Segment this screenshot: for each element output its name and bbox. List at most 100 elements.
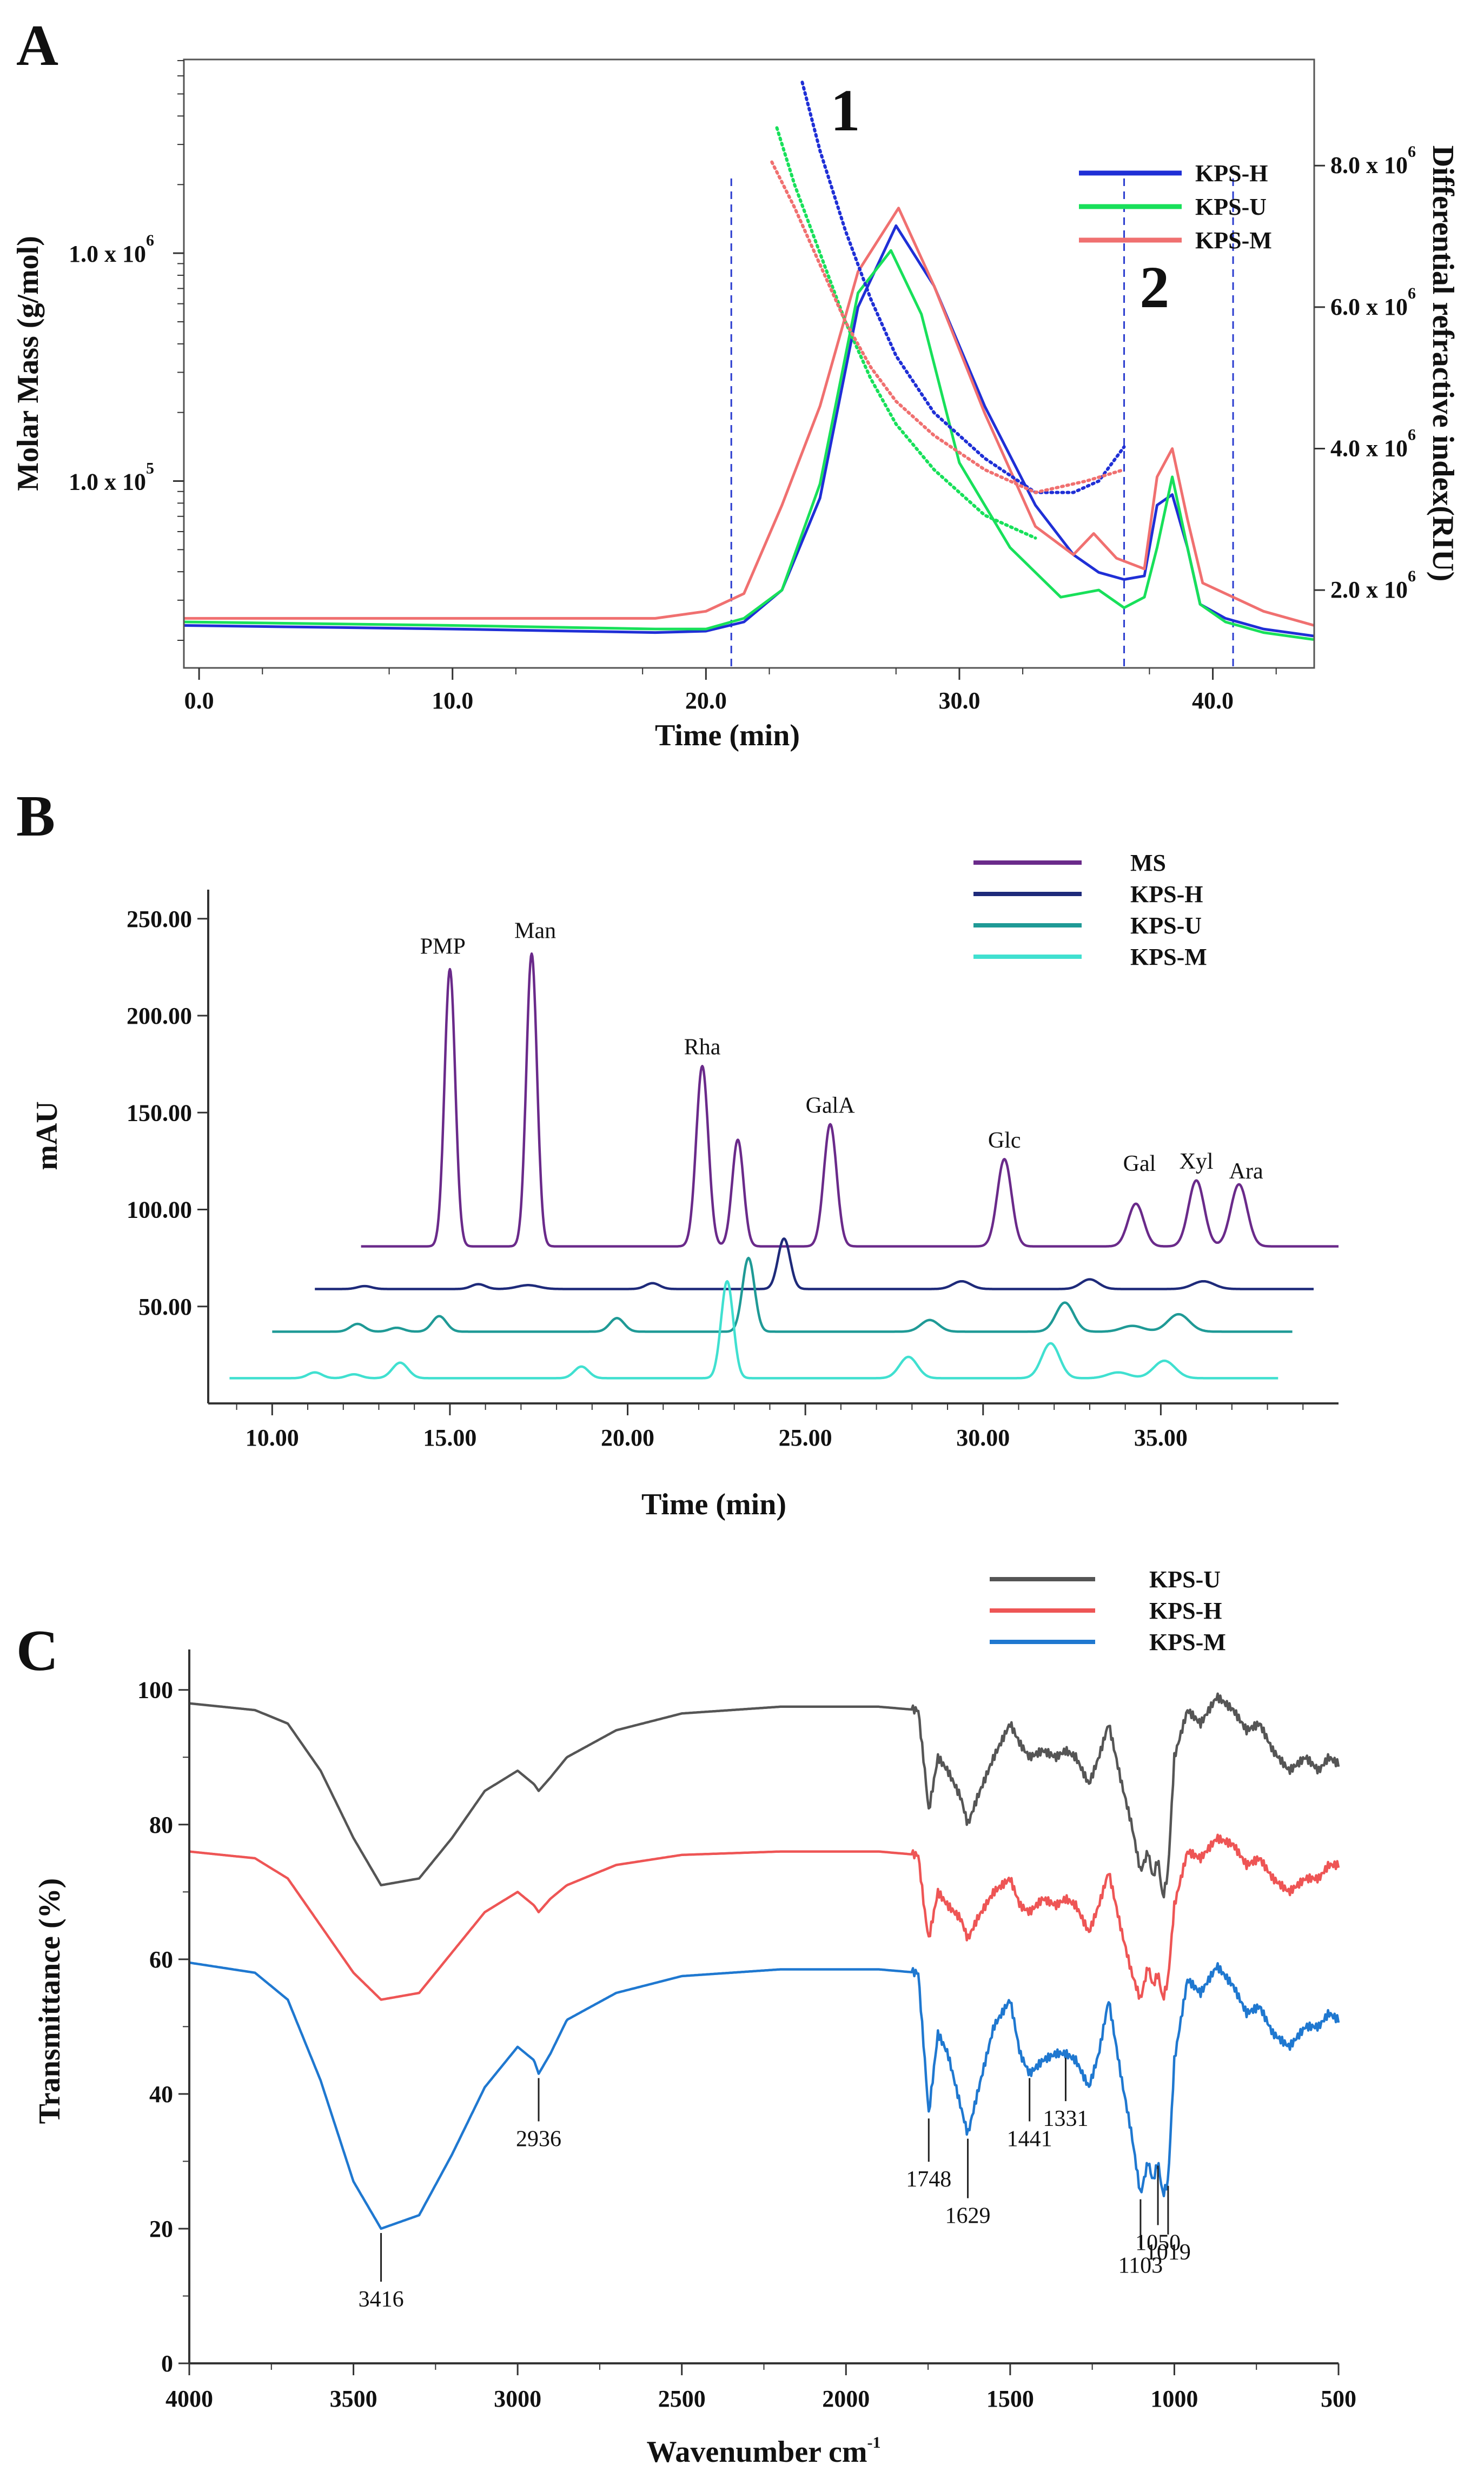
panel-c-legend-label: KPS-U bbox=[1149, 1566, 1221, 1593]
panel-a-frame bbox=[183, 58, 1315, 669]
panel-b: B PMP Man Rha GalA Glc Gal Xyl Ara 10.00 15.00 20… bbox=[16, 784, 1339, 1521]
panel-b-x-tick-label: 10.00 bbox=[246, 1424, 299, 1451]
panel-a-molar-mass-dots-kps-u bbox=[775, 126, 1037, 540]
panel-c-x-axis-title-sup: -1 bbox=[867, 2434, 881, 2452]
panel-b-y-tick-label: 50.00 bbox=[138, 1294, 192, 1320]
panel-b-axes: 10.00 15.00 20.00 25.00 30.00 35.00 50.00 100.0… bbox=[127, 890, 1339, 1451]
panel-b-peak-annotation: Ara bbox=[1229, 1159, 1263, 1184]
panel-a-x-tick-label: 0.0 bbox=[184, 687, 214, 714]
panel-c-x-tick-label: 2000 bbox=[822, 2386, 870, 2412]
panel-a-ri-line-kps-m bbox=[184, 207, 1315, 627]
panel-a-left-tick-exponent: 6 bbox=[146, 231, 154, 249]
panel-c-spectrum-kps-u bbox=[189, 1692, 1340, 1899]
panel-b-y-axis-title: mAU bbox=[30, 1101, 64, 1170]
panel-a-peak-label: 2 bbox=[1140, 254, 1169, 320]
panel-b-peak-annotation: Xyl bbox=[1180, 1149, 1214, 1174]
panel-a-left-tick-exponent: 5 bbox=[146, 459, 154, 477]
panel-a-x-tick-label: 10.0 bbox=[432, 687, 473, 714]
panel-c-y-tick-label: 60 bbox=[149, 1946, 173, 1973]
panel-b-y-tick-label: 100.00 bbox=[127, 1197, 192, 1223]
panel-b-legend-label: KPS-U bbox=[1130, 912, 1202, 939]
panel-b-y-tick-label: 250.00 bbox=[127, 906, 192, 932]
panel-c-spectrum-kps-h bbox=[189, 1833, 1340, 2001]
panel-b-x-axis-title: Time (min) bbox=[641, 1488, 786, 1521]
panel-c-peak-annotation: 1629 bbox=[945, 2204, 991, 2229]
panel-a-x-tick-label: 30.0 bbox=[938, 687, 980, 714]
panel-a-x-tick-label: 40.0 bbox=[1192, 687, 1234, 714]
panel-letter-c: C bbox=[16, 1619, 58, 1683]
panel-a-legend: KPS-H KPS-U KPS-M bbox=[1079, 160, 1272, 254]
panel-a-right-tick-exponent: 6 bbox=[1408, 567, 1416, 585]
panel-a-marks: 12 bbox=[183, 77, 1315, 668]
panel-a-peak-label: 1 bbox=[831, 77, 860, 143]
panel-letter-a: A bbox=[16, 14, 58, 78]
panel-c-peak-annotation: 1441 bbox=[1007, 2127, 1052, 2152]
panel-b-legend-label: KPS-M bbox=[1130, 944, 1207, 970]
panel-b-x-tick-label: 25.00 bbox=[779, 1424, 832, 1451]
panel-c-peak-annotation: 1103 bbox=[1118, 2254, 1163, 2278]
panel-a-molar-mass-dots-kps-h bbox=[800, 81, 1126, 494]
panel-c-peak-annotation: 2936 bbox=[516, 2127, 561, 2152]
panel-c-y-axis-title: Transmittance (%) bbox=[33, 1878, 67, 2124]
panel-b-chromatogram-kps-h bbox=[314, 1237, 1314, 1290]
panel-a-x-tick-label: 20.0 bbox=[685, 687, 727, 714]
panel-b-y-tick-label: 150.00 bbox=[127, 1099, 192, 1126]
panel-a-right-axis-title: Differential refractive index(RIU) bbox=[1426, 145, 1460, 582]
panel-c-spectrum-kps-m bbox=[189, 1961, 1340, 2230]
panel-b-peak-annotation: Man bbox=[514, 919, 556, 944]
panel-a-right-tick-exponent: 6 bbox=[1408, 284, 1416, 302]
panel-a-right-tick-exponent: 6 bbox=[1408, 143, 1416, 161]
panel-c-y-tick-label: 40 bbox=[149, 2081, 173, 2108]
panel-c-legend: KPS-U KPS-H KPS-M bbox=[990, 1566, 1226, 1655]
panel-b-chromatogram-ms bbox=[360, 952, 1339, 1248]
panel-c-peak-annotation: 3416 bbox=[359, 2287, 404, 2312]
panel-b-marks: PMP Man Rha GalA Glc Gal Xyl Ara bbox=[229, 919, 1339, 1380]
panel-c-x-axis-title: Wavenumber cm-1 bbox=[646, 2434, 880, 2469]
panel-c-x-tick-label: 3500 bbox=[330, 2386, 377, 2412]
panel-b-y-tick-label: 200.00 bbox=[127, 1003, 192, 1029]
panel-a-x-axis-title: Time (min) bbox=[655, 719, 800, 752]
panel-c-x-tick-label: 500 bbox=[1321, 2386, 1356, 2412]
panel-c-legend-label: KPS-M bbox=[1149, 1629, 1226, 1655]
panel-b-legend-label: MS bbox=[1130, 850, 1166, 876]
panel-c-peak-annotation: 1050 bbox=[1135, 2230, 1181, 2255]
panel-c-peak-annotation: 1748 bbox=[906, 2167, 951, 2192]
panel-c-x-tick-label: 1500 bbox=[986, 2386, 1034, 2412]
panel-c-peak-annotation: 1019 bbox=[1145, 2240, 1191, 2265]
panel-b-chromatogram-kps-m bbox=[229, 1280, 1279, 1380]
panel-c-peak-annotation: 1331 bbox=[1043, 2106, 1088, 2131]
panel-a-right-tick-exponent: 6 bbox=[1408, 426, 1416, 443]
panel-b-peak-annotation: Glc bbox=[988, 1128, 1021, 1153]
panel-b-x-tick-label: 20.00 bbox=[601, 1424, 654, 1451]
panel-b-x-tick-label: 15.00 bbox=[423, 1424, 476, 1451]
panel-c-y-tick-label: 0 bbox=[161, 2350, 173, 2377]
panel-b-peak-annotation: GalA bbox=[806, 1093, 856, 1118]
panel-a-legend-label: KPS-H bbox=[1195, 160, 1268, 187]
panel-b-chromatogram-kps-u bbox=[271, 1256, 1293, 1333]
panel-c-y-tick-label: 100 bbox=[137, 1677, 173, 1704]
panel-b-peak-annotation: Rha bbox=[684, 1035, 721, 1060]
panel-a-legend-label: KPS-U bbox=[1195, 194, 1267, 220]
panel-a-molar-mass-dots-kps-m bbox=[770, 160, 1126, 494]
panel-b-x-tick-label: 35.00 bbox=[1134, 1424, 1188, 1451]
panel-c-x-axis-title-main: Wavenumber cm bbox=[646, 2435, 867, 2469]
panel-c-legend-label: KPS-H bbox=[1149, 1598, 1222, 1624]
panel-b-peak-annotation: Gal bbox=[1123, 1151, 1156, 1176]
panel-c-y-tick-label: 80 bbox=[149, 1812, 173, 1838]
panel-c-y-tick-label: 20 bbox=[149, 2216, 173, 2242]
panel-b-legend-label: KPS-H bbox=[1130, 881, 1203, 907]
panel-c-x-tick-label: 3000 bbox=[494, 2386, 541, 2412]
panel-c-x-tick-label: 2500 bbox=[658, 2386, 706, 2412]
panel-a-left-axis-title: Molar Mass (g/mol) bbox=[11, 236, 45, 491]
panel-letter-b: B bbox=[16, 784, 55, 849]
panel-a-legend-label: KPS-M bbox=[1195, 227, 1272, 254]
panel-c-axes: 4000 3500 3000 2500 2000 1500 1000 500 0 20 40 60 80… bbox=[137, 1649, 1356, 2412]
panel-a-ri-line-kps-u bbox=[183, 249, 1315, 641]
panel-b-legend: MS KPS-H KPS-U KPS-M bbox=[973, 850, 1207, 970]
panel-c-x-tick-label: 4000 bbox=[165, 2386, 213, 2412]
